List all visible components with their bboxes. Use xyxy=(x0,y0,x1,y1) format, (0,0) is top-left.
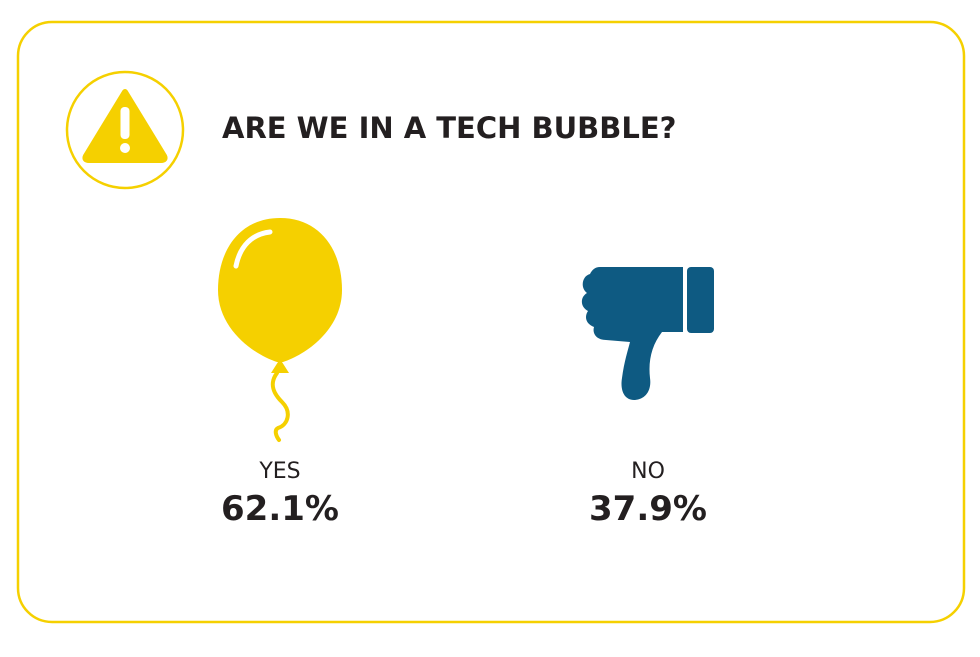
option-label: YES xyxy=(258,459,300,484)
card-border xyxy=(16,20,966,624)
option-value: 37.9% xyxy=(589,489,707,529)
option-label: NO xyxy=(631,459,665,484)
thumbs-down-icon xyxy=(581,267,714,400)
warning-icon xyxy=(65,70,185,190)
balloon-icon xyxy=(218,218,342,442)
title: ARE WE IN A TECH BUBBLE? xyxy=(222,111,676,145)
option-value: 62.1% xyxy=(221,489,339,529)
